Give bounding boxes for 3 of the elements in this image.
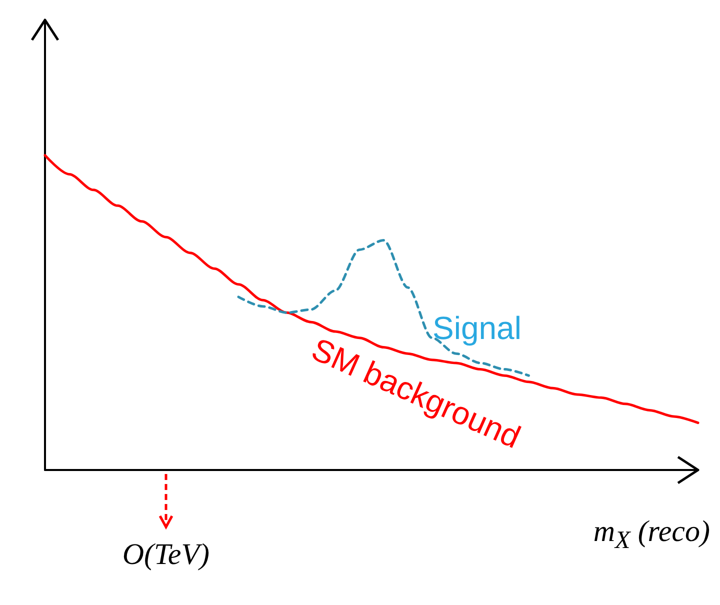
x-axis-title: m$_{X}$ (reco) <box>593 515 710 555</box>
series-label: Signal <box>432 310 522 346</box>
text: O(TeV) <box>122 538 210 572</box>
